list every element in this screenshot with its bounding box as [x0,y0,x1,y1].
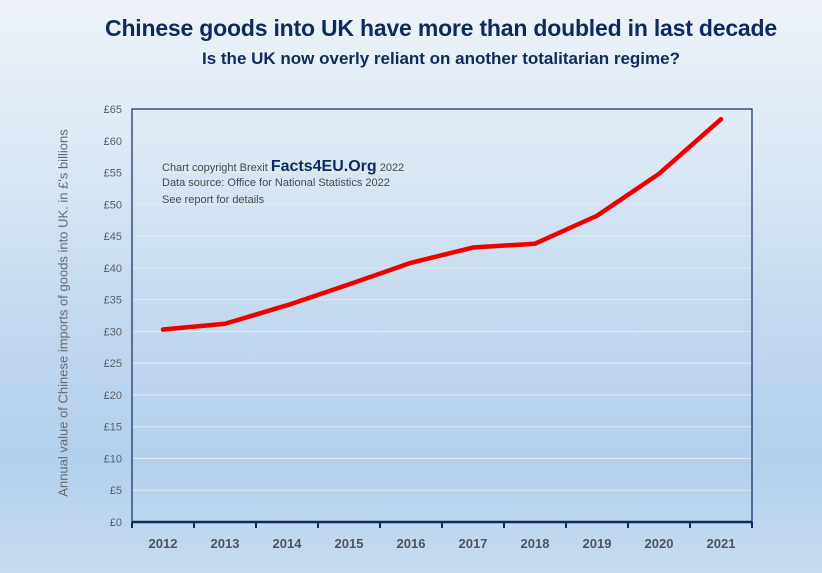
y-tick-label: £55 [104,168,122,180]
series-line [160,116,724,332]
y-tick-label: £0 [110,517,122,529]
x-tick-label: 2019 [583,536,612,551]
x-tick-label: 2012 [149,536,178,551]
x-tick-label: 2021 [707,536,736,551]
y-tick-label: £40 [104,263,122,275]
copyright-year: 2022 [379,162,405,174]
y-axis-label: Annual value of Chinese imports of goods… [55,129,71,497]
details-note: See report for details [162,194,265,206]
y-tick-label: £25 [104,358,122,370]
y-tick-label: £45 [104,231,122,243]
chart-subtitle: Is the UK now overly reliant on another … [202,49,680,68]
y-tick-label: £30 [104,326,122,338]
y-tick-label: £5 [110,485,122,497]
copyright-note: Chart copyright Brexit Facts4EU.Org 2022 [162,158,404,176]
copyright-prefix: Chart copyright Brexit [162,162,268,174]
y-tick-label: £50 [104,199,122,211]
y-tick-label: £60 [104,136,122,148]
x-tick-label: 2014 [273,536,303,551]
y-tick-label: £10 [104,453,122,465]
chart-title: Chinese goods into UK have more than dou… [105,15,777,41]
data-source-note: Data source: Office for National Statist… [162,177,390,189]
x-tick-label: 2018 [521,536,550,551]
y-tick-label: £65 [104,104,122,116]
x-tick-label: 2013 [211,536,240,551]
brand-logo-text: Facts4EU.Org [270,158,377,175]
y-tick-label: £15 [104,422,122,434]
y-tick-label: £35 [104,295,122,307]
x-tick-label: 2020 [645,536,674,551]
x-tick-label: 2017 [459,536,488,551]
x-tick-label: 2015 [335,536,364,551]
y-tick-label: £20 [104,390,122,402]
x-tick-label: 2016 [397,536,426,551]
